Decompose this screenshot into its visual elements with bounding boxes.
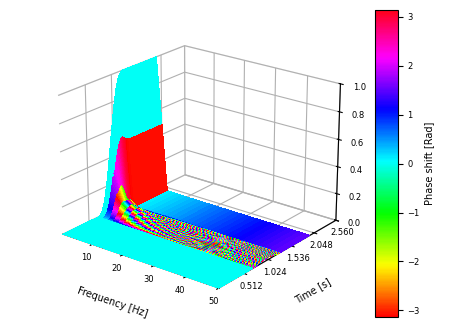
Y-axis label: Time [s]: Time [s]: [292, 277, 332, 305]
X-axis label: Frequency [Hz]: Frequency [Hz]: [76, 285, 149, 319]
Y-axis label: Phase shift [Rad]: Phase shift [Rad]: [424, 122, 434, 205]
